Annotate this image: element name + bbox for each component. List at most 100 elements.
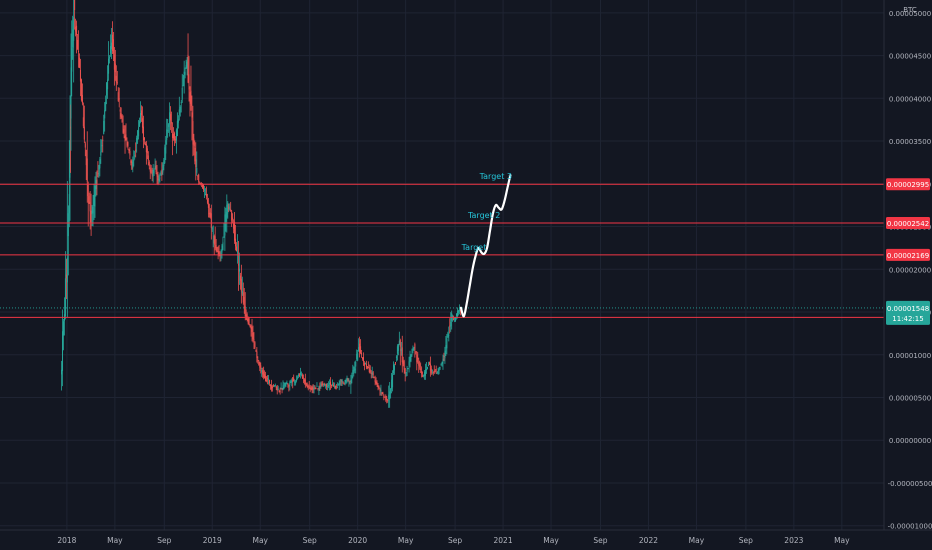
candle[interactable] (334, 385, 336, 390)
candle[interactable] (290, 379, 292, 384)
candle[interactable] (178, 96, 180, 121)
candle[interactable] (235, 225, 237, 251)
candle[interactable] (424, 369, 426, 380)
candle[interactable] (69, 95, 71, 221)
candle[interactable] (85, 149, 87, 181)
candle[interactable] (187, 33, 189, 84)
candle[interactable] (399, 338, 401, 366)
candle[interactable] (356, 349, 358, 361)
candle[interactable] (351, 372, 353, 384)
candle[interactable] (303, 378, 305, 385)
candle[interactable] (157, 171, 159, 186)
candle[interactable] (230, 201, 232, 212)
candle[interactable] (370, 370, 372, 379)
candle[interactable] (425, 361, 427, 374)
candle[interactable] (105, 95, 107, 112)
candle[interactable] (257, 356, 259, 364)
candle[interactable] (138, 120, 140, 140)
candle[interactable] (359, 336, 361, 358)
candle[interactable] (103, 114, 105, 135)
candle[interactable] (295, 379, 297, 386)
candle[interactable] (142, 115, 144, 149)
candle[interactable] (327, 383, 329, 391)
candle[interactable] (284, 382, 286, 388)
candle[interactable] (132, 156, 134, 173)
candle[interactable] (193, 133, 195, 156)
candle[interactable] (82, 102, 84, 129)
candle[interactable] (147, 151, 149, 166)
candle[interactable] (298, 373, 300, 379)
candle[interactable] (262, 367, 264, 378)
candle[interactable] (388, 385, 390, 408)
candle[interactable] (270, 379, 272, 392)
candle[interactable] (163, 157, 165, 171)
candle[interactable] (444, 346, 446, 364)
candle[interactable] (75, 18, 77, 37)
candle[interactable] (131, 159, 133, 171)
candle[interactable] (189, 86, 191, 117)
candle[interactable] (208, 203, 210, 218)
candle[interactable] (73, 0, 75, 83)
candle[interactable] (76, 20, 78, 54)
candle[interactable] (155, 160, 157, 175)
candle[interactable] (194, 140, 196, 165)
candle[interactable] (449, 318, 451, 334)
candle[interactable] (139, 117, 141, 127)
candle[interactable] (185, 59, 187, 69)
candle[interactable] (112, 31, 114, 62)
candle[interactable] (342, 381, 344, 384)
candle[interactable] (104, 102, 106, 132)
candle[interactable] (271, 385, 273, 392)
candle[interactable] (405, 372, 407, 377)
candle[interactable] (300, 371, 302, 377)
time-axis[interactable]: 2018 May Sep 2019 May Sep 2020 May Sep 2021 May Sep… (57, 536, 850, 545)
candle[interactable] (116, 70, 118, 85)
candle[interactable] (145, 140, 147, 165)
candle[interactable] (261, 367, 263, 377)
candle[interactable] (331, 384, 332, 389)
candle[interactable] (203, 184, 205, 193)
candle[interactable] (228, 203, 230, 212)
candle[interactable] (350, 374, 352, 394)
candle[interactable] (337, 383, 339, 386)
candle[interactable] (253, 332, 255, 349)
candle[interactable] (70, 33, 72, 151)
horizontal-levels[interactable] (0, 183, 884, 318)
candle[interactable] (331, 379, 333, 387)
candle[interactable] (80, 78, 82, 102)
candle[interactable] (297, 375, 299, 380)
candle[interactable] (209, 208, 211, 219)
candle[interactable] (418, 357, 420, 373)
candle[interactable] (166, 118, 168, 145)
candle[interactable] (288, 384, 290, 392)
candle[interactable] (236, 242, 238, 252)
candle[interactable] (159, 172, 161, 183)
candle[interactable] (385, 394, 387, 402)
candle[interactable] (249, 324, 251, 328)
candles[interactable] (61, 0, 461, 408)
candle[interactable] (141, 105, 143, 122)
candle[interactable] (430, 365, 432, 375)
candle[interactable] (267, 375, 269, 385)
candle[interactable] (236, 234, 238, 264)
candle[interactable] (114, 49, 116, 81)
candle[interactable] (170, 106, 172, 131)
candle[interactable] (94, 176, 96, 218)
candle[interactable] (280, 382, 282, 390)
candle[interactable] (67, 205, 69, 276)
candle[interactable] (318, 385, 320, 396)
candle[interactable] (307, 384, 309, 391)
candle[interactable] (286, 380, 288, 385)
candle[interactable] (353, 366, 355, 377)
candle[interactable] (179, 105, 181, 117)
candle[interactable] (317, 387, 319, 391)
candle[interactable] (97, 161, 99, 178)
candle[interactable] (238, 252, 240, 285)
candle[interactable] (181, 73, 183, 103)
candle[interactable] (274, 383, 276, 387)
candle[interactable] (263, 366, 265, 380)
candle[interactable] (291, 378, 293, 387)
candle[interactable] (396, 344, 398, 361)
candle[interactable] (451, 310, 453, 330)
candle[interactable] (379, 387, 381, 396)
